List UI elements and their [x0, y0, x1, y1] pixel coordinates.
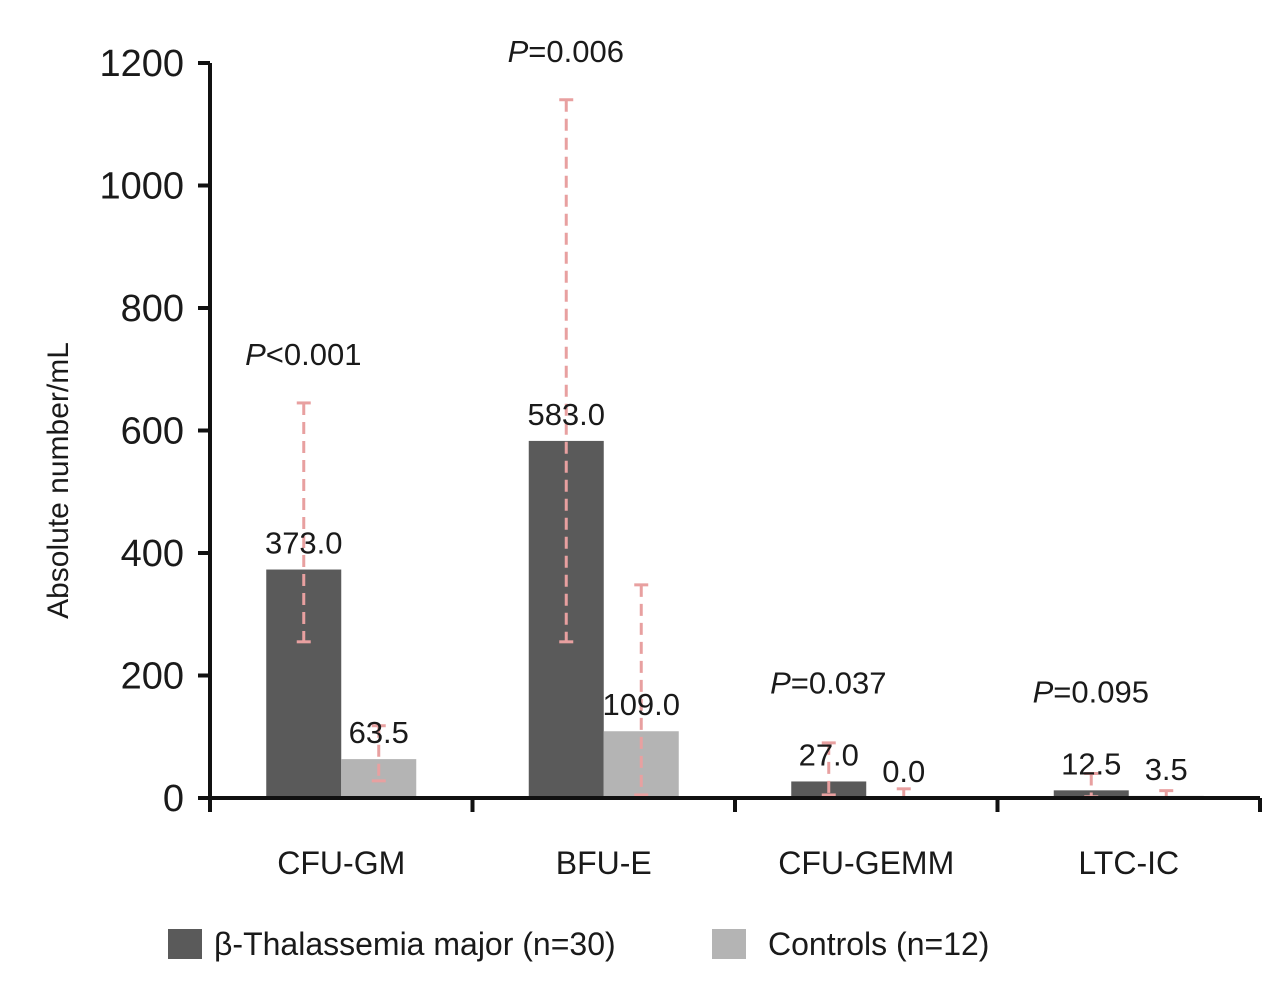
data-label: 3.5 [1145, 752, 1188, 787]
data-label: 583.0 [527, 397, 605, 432]
p-value-text: =0.006 [528, 34, 624, 69]
legend-swatch-controls [712, 929, 746, 959]
p-value-annotation: P=0.095 [1033, 674, 1149, 709]
data-label: 373.0 [265, 526, 343, 561]
p-symbol: P [245, 337, 266, 372]
data-label: 27.0 [799, 737, 859, 772]
data-label: 109.0 [602, 687, 680, 722]
y-tick-label: 0 [163, 778, 184, 820]
x-category-label: BFU-E [556, 845, 652, 881]
y-tick-label: 1200 [99, 43, 184, 85]
p-value-annotation: P=0.006 [508, 34, 624, 69]
legend-label: β-Thalassemia major (n=30) [214, 926, 616, 962]
p-value-annotation: P<0.001 [245, 337, 361, 372]
x-category-label: LTC-IC [1078, 845, 1179, 881]
y-tick-label: 1000 [99, 166, 184, 208]
data-label: 63.5 [349, 715, 409, 750]
y-tick-label: 800 [121, 288, 184, 330]
x-category-label: CFU-GEMM [778, 845, 954, 881]
p-value-text: =0.037 [791, 665, 887, 700]
p-symbol: P [508, 34, 529, 69]
bar-thalassemia [266, 569, 342, 798]
y-tick-label: 600 [121, 411, 184, 453]
p-symbol: P [1033, 674, 1054, 709]
p-symbol: P [770, 665, 791, 700]
data-label: 12.5 [1061, 746, 1121, 781]
y-tick-label: 200 [121, 656, 184, 698]
y-axis-title: Absolute number/mL [42, 342, 75, 619]
p-value-text: <0.001 [266, 337, 362, 372]
legend-swatch-thalassemia [168, 929, 202, 959]
p-value-text: =0.095 [1053, 674, 1149, 709]
x-category-label: CFU-GM [277, 845, 405, 881]
y-tick-label: 400 [121, 533, 184, 575]
legend-label: Controls (n=12) [768, 926, 989, 962]
p-value-annotation: P=0.037 [770, 665, 886, 700]
data-label: 0.0 [882, 754, 925, 789]
